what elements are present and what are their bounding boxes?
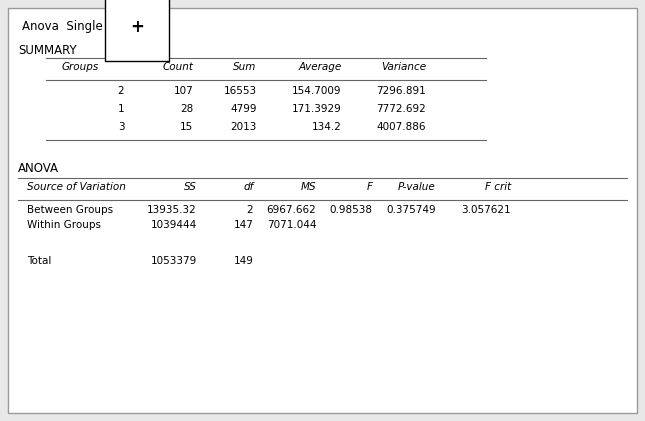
Text: 7296.891: 7296.891 [377, 86, 426, 96]
Text: Between Groups: Between Groups [27, 205, 113, 215]
Text: +: + [130, 18, 144, 36]
Text: F crit: F crit [485, 182, 511, 192]
Text: 28: 28 [181, 104, 194, 114]
Text: 4007.886: 4007.886 [377, 122, 426, 132]
Text: 4799: 4799 [230, 104, 257, 114]
Text: 149: 149 [233, 256, 253, 266]
Text: 0.375749: 0.375749 [386, 205, 436, 215]
Text: P-value: P-value [398, 182, 436, 192]
Text: df: df [243, 182, 253, 192]
Text: SUMMARY: SUMMARY [18, 44, 77, 57]
Text: 171.3929: 171.3929 [292, 104, 341, 114]
Text: 2: 2 [118, 86, 124, 96]
Text: 0.98538: 0.98538 [330, 205, 373, 215]
Text: 13935.32: 13935.32 [147, 205, 197, 215]
Text: 1: 1 [118, 104, 124, 114]
Text: 15: 15 [181, 122, 194, 132]
Text: Total: Total [27, 256, 51, 266]
Text: Source of Variation: Source of Variation [27, 182, 126, 192]
Text: 1053379: 1053379 [150, 256, 197, 266]
Text: 3: 3 [118, 122, 124, 132]
FancyBboxPatch shape [8, 8, 637, 413]
Text: 16553: 16553 [223, 86, 257, 96]
Text: Count: Count [163, 62, 193, 72]
Text: 7071.044: 7071.044 [267, 220, 316, 230]
Text: 6967.662: 6967.662 [266, 205, 316, 215]
Text: Groups: Groups [61, 62, 99, 72]
Text: SS: SS [184, 182, 197, 192]
Text: 1039444: 1039444 [150, 220, 197, 230]
Text: 154.7009: 154.7009 [292, 86, 341, 96]
Text: 2013: 2013 [230, 122, 257, 132]
Text: 147: 147 [233, 220, 253, 230]
Text: 7772.692: 7772.692 [377, 104, 426, 114]
Text: ANOVA: ANOVA [18, 162, 59, 175]
Text: Sum: Sum [233, 62, 257, 72]
Text: Variance: Variance [381, 62, 426, 72]
Text: Within Groups: Within Groups [27, 220, 101, 230]
Text: 107: 107 [174, 86, 194, 96]
Text: Average: Average [298, 62, 341, 72]
Text: MS: MS [301, 182, 316, 192]
Text: 2: 2 [246, 205, 253, 215]
Text: Anova  Single Factor: Anova Single Factor [22, 20, 143, 33]
Text: F: F [367, 182, 373, 192]
Text: 3.057621: 3.057621 [462, 205, 511, 215]
Text: 134.2: 134.2 [312, 122, 341, 132]
